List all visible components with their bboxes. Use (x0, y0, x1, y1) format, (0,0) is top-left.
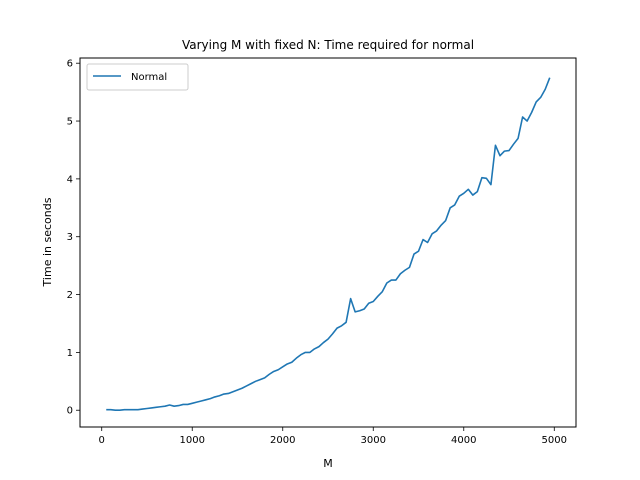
legend-label-normal: Normal (131, 72, 167, 83)
plot-area: 0 1000 2000 3000 4000 5000 0 1 2 3 4 5 6 (67, 59, 567, 446)
y-axis-label: Time in seconds (41, 197, 54, 287)
legend: Normal (86, 63, 189, 91)
y-tick-label: 5 (67, 117, 73, 128)
y-tick-label: 2 (67, 290, 73, 301)
y-tick-label: 3 (67, 232, 73, 243)
series-line-normal (106, 77, 551, 412)
x-axis-label: M (323, 457, 333, 470)
x-tick-label: 2000 (270, 435, 295, 446)
x-tick-label: 3000 (361, 435, 386, 446)
y-tick-label: 6 (67, 59, 73, 70)
plot-frame (79, 57, 577, 428)
y-tick-label: 1 (67, 348, 73, 359)
y-tick-label: 4 (67, 174, 73, 185)
x-tick-label: 5000 (542, 435, 567, 446)
chart-title: Varying M with fixed N: Time required fo… (182, 38, 474, 52)
x-tick-label: 4000 (451, 435, 476, 446)
y-tick-label: 0 (67, 406, 73, 417)
x-tick-label: 1000 (180, 435, 205, 446)
x-tick-label: 0 (99, 435, 105, 446)
legend-box (86, 63, 189, 91)
